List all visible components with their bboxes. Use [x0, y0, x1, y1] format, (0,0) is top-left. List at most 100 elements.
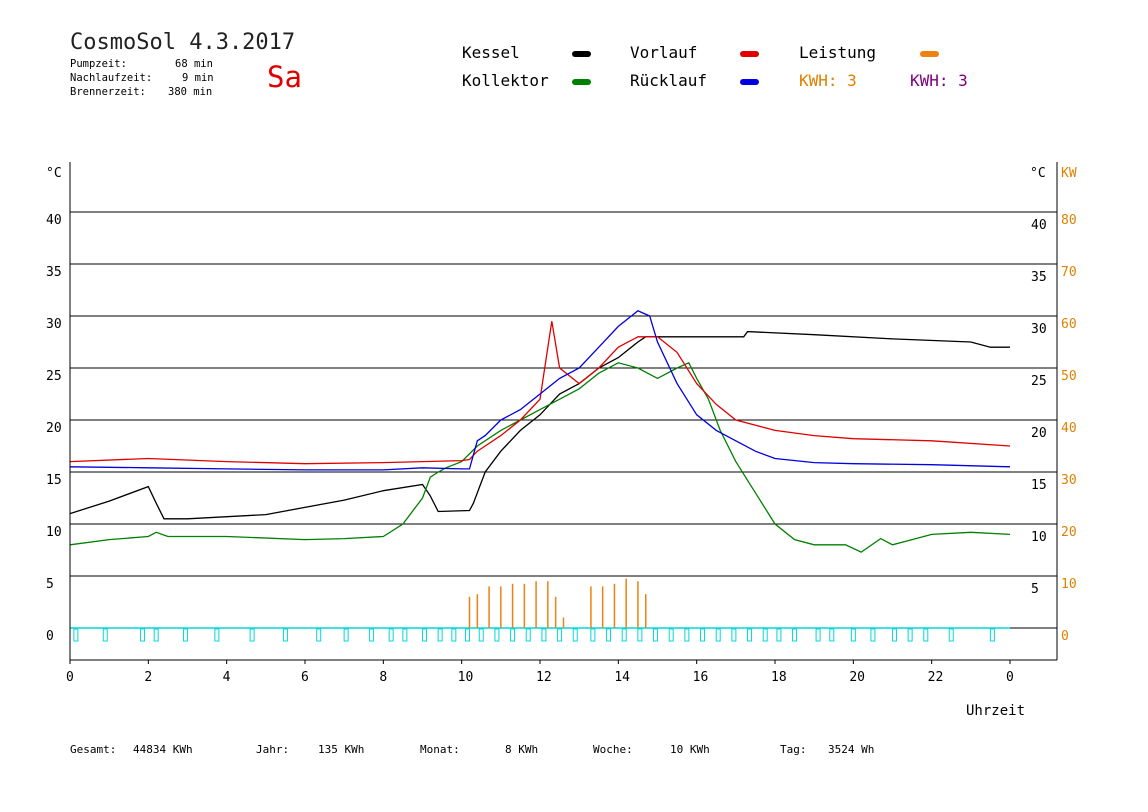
x-tick-5: 10 — [458, 670, 474, 685]
pump-cycle-22 — [557, 628, 563, 642]
stat-tag-value: 3524 Wh — [828, 743, 875, 756]
pump-cycle-17 — [478, 628, 484, 642]
pump-cycle-43 — [907, 628, 913, 642]
pump-cycle-30 — [684, 628, 690, 642]
pump-cycle-21 — [541, 628, 547, 642]
pump-cycle-10 — [369, 628, 375, 642]
y-tick-right-temp-25: 25 — [1031, 374, 1047, 389]
pump-cycle-26 — [621, 628, 627, 642]
pump-cycle-4 — [183, 628, 189, 642]
legend-kessel-label: Kessel — [462, 43, 520, 62]
y-tick-right-kw-70: 70 — [1061, 265, 1077, 280]
stat-monat-value: 8 KWh — [505, 743, 539, 756]
legend-vorlauf-swatch — [740, 51, 759, 57]
pump-cycle-27 — [637, 628, 643, 642]
y-tick-right-temp-5: 5 — [1031, 582, 1039, 597]
stat-jahr-value: 135 KWh — [318, 743, 365, 756]
pump-cycle-29 — [668, 628, 674, 642]
legend-ruecklauf-swatch — [740, 79, 759, 85]
y-tick-left-25: 25 — [46, 369, 62, 384]
y-tick-left-10: 10 — [46, 525, 62, 540]
x-tick-6: 12 — [536, 670, 552, 685]
pump-cycle-16 — [465, 628, 471, 642]
legend-kollektor-swatch — [572, 79, 591, 85]
y-tick-left-15: 15 — [46, 473, 62, 488]
unit-left: °C — [46, 166, 62, 181]
pump-cycle-44 — [923, 628, 929, 642]
x-tick-8: 16 — [693, 670, 709, 685]
y-tick-right-temp-30: 30 — [1031, 322, 1047, 337]
pump-cycle-45 — [948, 628, 954, 642]
legend-kwh-purple: KWH: 3 — [910, 71, 968, 90]
pump-cycle-32 — [715, 628, 721, 642]
y-tick-right-temp-15: 15 — [1031, 478, 1047, 493]
stat-jahr-label: Jahr: — [256, 743, 290, 756]
pump-cycle-24 — [590, 628, 596, 642]
y-tick-right-temp-10: 10 — [1031, 530, 1047, 545]
series-kollektor — [69, 361, 1011, 553]
y-tick-right-temp-40: 40 — [1031, 218, 1047, 233]
pump-cycle-15 — [451, 628, 457, 642]
x-tick-0: 0 — [66, 670, 74, 685]
x-tick-10: 20 — [849, 670, 865, 685]
stat-woche-value: 10 KWh — [670, 743, 710, 756]
y-tick-right-kw-80: 80 — [1061, 213, 1077, 228]
pump-cycle-39 — [829, 628, 835, 642]
pump-cycle-25 — [606, 628, 612, 642]
pump-cycle-28 — [653, 628, 659, 642]
series-vorlauf — [69, 321, 1011, 465]
legend-leistung-label: Leistung — [799, 43, 877, 62]
pump-cycle-6 — [249, 628, 255, 642]
pump-cycle-1 — [102, 628, 108, 642]
pump-cycle-9 — [343, 628, 349, 642]
pump-cycle-13 — [421, 628, 427, 642]
x-axis-label: Uhrzeit — [966, 703, 1025, 719]
x-tick-4: 8 — [379, 670, 387, 685]
pump-cycle-19 — [510, 628, 516, 642]
pump-cycle-40 — [850, 628, 856, 642]
y-tick-left-20: 20 — [46, 421, 62, 436]
x-tick-3: 6 — [301, 670, 309, 685]
legend-kwh-orange: KWH: 3 — [799, 71, 857, 90]
pump-cycle-38 — [815, 628, 821, 642]
y-tick-right-kw-60: 60 — [1061, 317, 1077, 332]
y-tick-right-temp-35: 35 — [1031, 270, 1047, 285]
pump-cycle-33 — [731, 628, 737, 642]
pump-cycle-7 — [282, 628, 288, 642]
series-kessel — [69, 330, 1010, 520]
x-tick-7: 14 — [614, 670, 630, 685]
pump-cycle-35 — [762, 628, 768, 642]
y-tick-right-temp-20: 20 — [1031, 426, 1047, 441]
pump-cycle-37 — [792, 628, 798, 642]
y-tick-right-kw-40: 40 — [1061, 421, 1077, 436]
x-tick-12: 0 — [1006, 670, 1014, 685]
y-tick-left-30: 30 — [46, 317, 62, 332]
unit-right-temp: °C — [1030, 166, 1046, 181]
y-tick-right-kw-20: 20 — [1061, 525, 1077, 540]
pump-cycle-23 — [572, 628, 578, 642]
stat-gesamt-value: 44834 KWh — [133, 743, 193, 756]
unit-right-kw: KW — [1061, 166, 1077, 181]
grid-layer: 0510152025303540510152025303540010203040… — [46, 211, 1077, 685]
series-layer — [69, 310, 1011, 642]
burner-time-value: 380 min — [168, 86, 213, 98]
pump-cycle-34 — [747, 628, 753, 642]
y-tick-right-kw-10: 10 — [1061, 577, 1077, 592]
burner-time-label: Brennerzeit: — [70, 86, 146, 98]
y-tick-right-kw-0: 0 — [1061, 629, 1069, 644]
weekday: Sa — [267, 60, 302, 94]
x-tick-9: 18 — [771, 670, 787, 685]
y-tick-left-0: 0 — [46, 629, 54, 644]
stat-tag-label: Tag: — [780, 743, 807, 756]
pump-cycle-36 — [776, 628, 782, 642]
y-tick-left-35: 35 — [46, 265, 62, 280]
pump-cycle-2 — [139, 628, 145, 642]
pump-time-value: 68 min — [175, 58, 213, 70]
x-tick-11: 22 — [928, 670, 944, 685]
pump-cycle-46 — [989, 628, 995, 642]
x-tick-1: 2 — [144, 670, 152, 685]
pump-cycle-0 — [73, 628, 79, 642]
legend-ruecklauf-label: Rücklauf — [630, 71, 708, 90]
legend-leistung-swatch — [920, 51, 939, 57]
y-tick-left-40: 40 — [46, 213, 62, 228]
